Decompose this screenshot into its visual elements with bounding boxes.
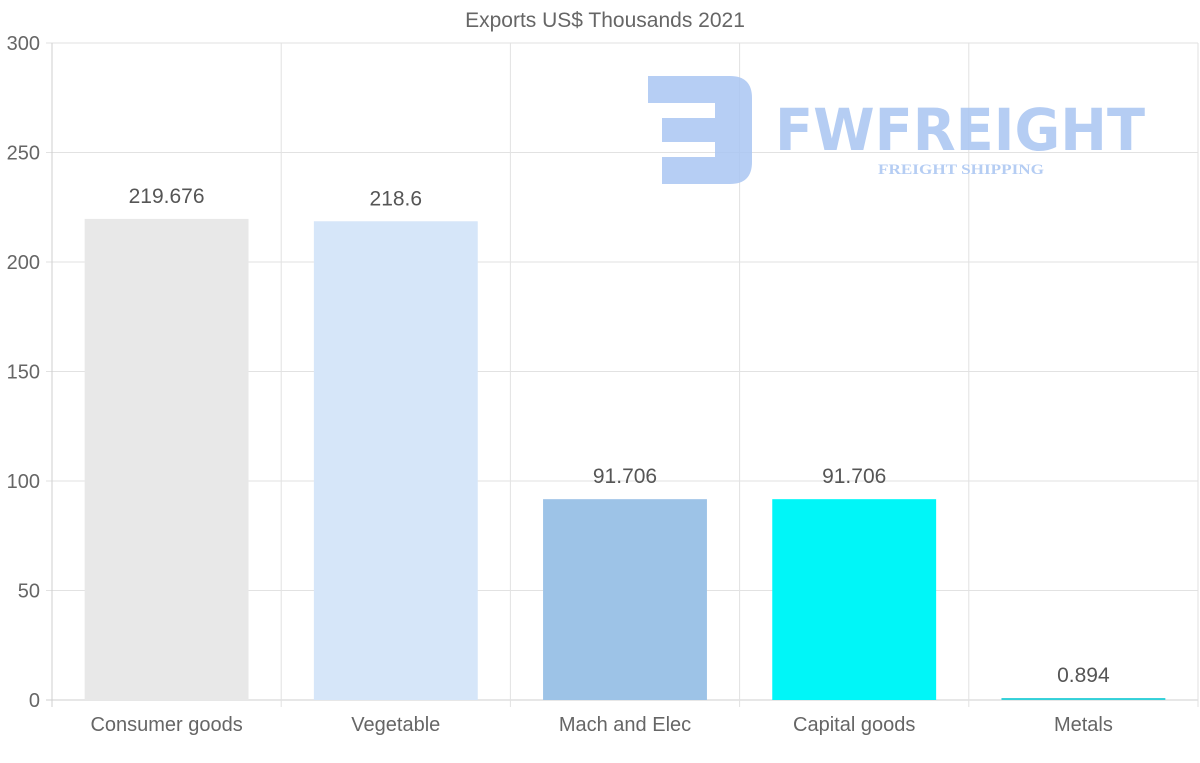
fw-logo-icon [648,76,752,184]
y-tick-label: 250 [7,143,40,165]
labels: 219.676 Consumer goods 218.6 Vegetable 91.70… [90,185,1112,736]
y-tick-label: 200 [7,252,40,274]
y-tick-label: 300 [7,33,40,55]
x-tick-label: Capital goods [793,714,915,736]
bar[interactable] [84,218,249,701]
data-label: 219.676 [129,185,205,208]
watermark-brand: FWFREIGHT [775,96,1145,164]
bars [84,218,1166,701]
data-label: 91.706 [822,465,886,488]
watermark: FWFREIGHT FREIGHT SHIPPING [648,76,1145,184]
y-tick-label: 150 [7,362,40,384]
y-tick-label: 100 [7,471,40,493]
y-tick-label: 50 [18,581,40,603]
watermark-tagline: FREIGHT SHIPPING [878,162,1044,178]
bar[interactable] [1001,698,1166,700]
x-tick-label: Consumer goods [90,714,242,736]
bar[interactable] [313,221,478,701]
data-label: 0.894 [1057,664,1110,687]
x-tick-label: Vegetable [351,714,440,736]
x-tick-label: Metals [1054,714,1113,736]
gridlines: 0 50 100 150 200 250 300 [7,33,1199,712]
bar[interactable] [543,499,707,700]
chart-title: Exports US$ Thousands 2021 [465,9,745,32]
y-tick-label: 0 [29,690,40,712]
bar[interactable] [772,499,937,700]
x-tick-label: Mach and Elec [559,714,691,736]
data-label: 91.706 [593,465,657,488]
data-label: 218.6 [370,187,423,210]
